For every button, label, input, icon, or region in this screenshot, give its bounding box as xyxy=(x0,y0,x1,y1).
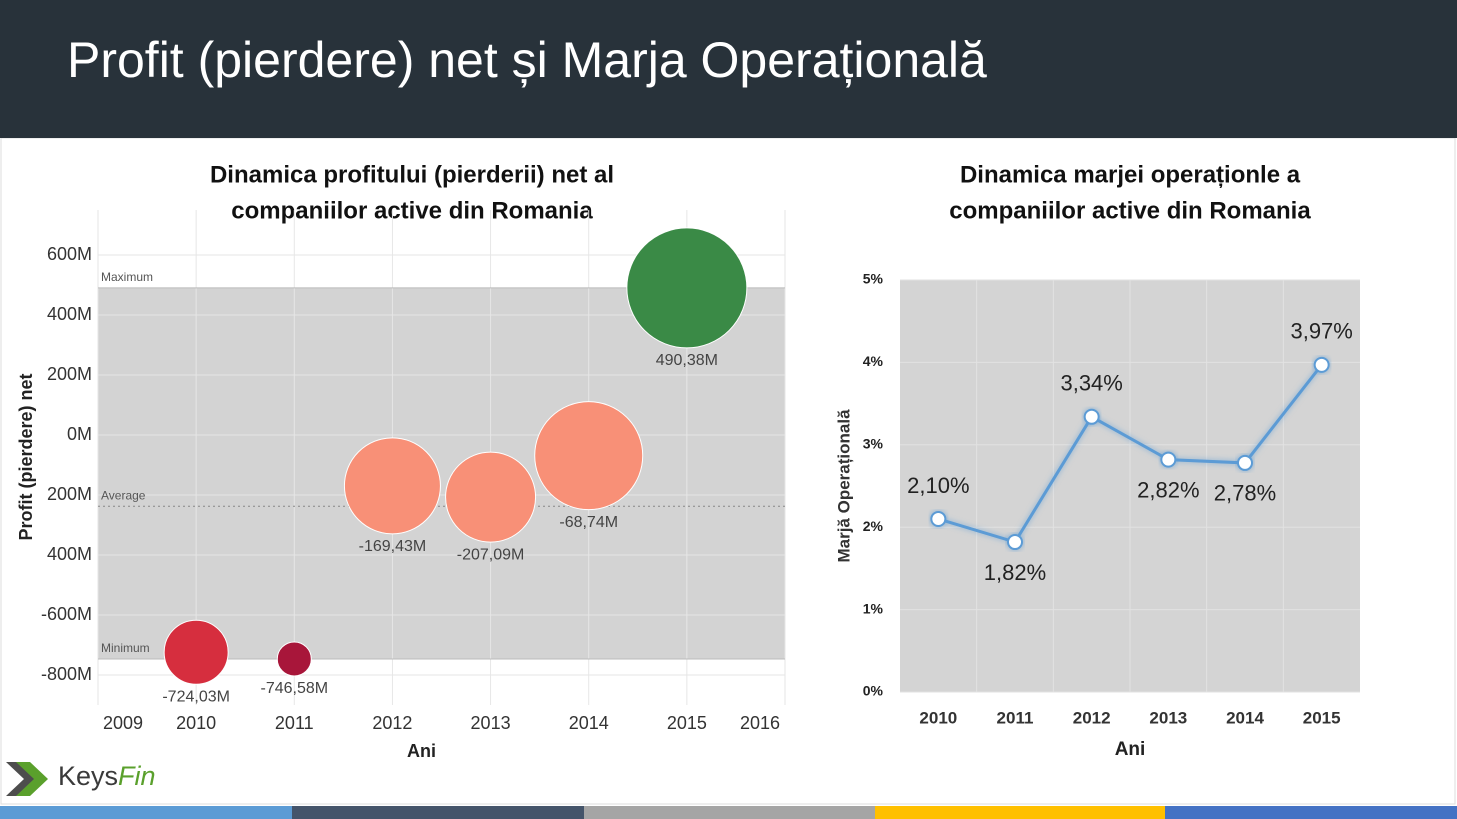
bubble xyxy=(163,619,229,685)
data-label: -68,74M xyxy=(559,514,618,531)
y-axis-title: Profit (pierdere) net xyxy=(16,373,36,540)
header-bar xyxy=(0,0,1457,138)
y-tick-label: -600M xyxy=(41,604,92,624)
x-tick-label: 2010 xyxy=(919,708,957,727)
x-tick-label: 2013 xyxy=(1149,708,1187,727)
data-label: 3,97% xyxy=(1290,319,1352,344)
x-tick-label: 2013 xyxy=(471,713,511,733)
reference-label: Minimum xyxy=(101,641,150,655)
chart-title: companiilor active din Romania xyxy=(231,197,593,224)
x-tick-label: 2010 xyxy=(176,713,216,733)
y-tick-label: 400M xyxy=(47,304,92,324)
y-tick-label: 200M xyxy=(47,364,92,384)
reference-band xyxy=(98,287,785,659)
y-tick-label: 2% xyxy=(863,518,884,534)
chart-title: Dinamica profitului (pierderii) net al xyxy=(210,161,614,188)
logo-part: Fin xyxy=(118,761,156,791)
y-tick-label: 3% xyxy=(863,436,884,452)
y-tick-label: 200M xyxy=(47,484,92,504)
x-tick-label: 2015 xyxy=(667,713,707,733)
data-label: -207,09M xyxy=(457,546,525,563)
data-label: -724,03M xyxy=(162,688,230,705)
reference-label: Maximum xyxy=(101,270,153,284)
footer-bar xyxy=(1165,806,1457,819)
footer-bars xyxy=(0,806,1457,819)
y-tick-label: 1% xyxy=(863,600,884,616)
y-tick-label: -800M xyxy=(41,664,92,684)
logo: KeysFin xyxy=(6,761,156,796)
y-tick-label: 4% xyxy=(863,353,884,369)
logo-part: Keys xyxy=(58,761,118,791)
line-marker xyxy=(1237,454,1253,471)
header-title: Profit (pierdere) net și Marja Operațion… xyxy=(67,32,987,88)
logo-text: KeysFin xyxy=(58,761,156,791)
footer-bar xyxy=(292,806,584,819)
y-tick-label: 400M xyxy=(47,544,92,564)
y-tick-label: 600M xyxy=(47,244,92,264)
data-label: 490,38M xyxy=(656,352,718,369)
line-marker xyxy=(1313,356,1330,373)
data-label: 2,82% xyxy=(1137,477,1199,502)
reference-label: Average xyxy=(101,488,146,502)
data-label: 2,78% xyxy=(1214,481,1276,506)
bubble xyxy=(626,227,748,349)
data-label: -169,43M xyxy=(359,538,427,555)
bubble xyxy=(445,451,537,543)
line-marker xyxy=(1007,534,1023,551)
y-tick-label: 5% xyxy=(863,271,884,287)
line-marker xyxy=(1083,408,1100,425)
charts: Dinamica profitului (pierderii) net al co… xyxy=(16,161,1360,761)
x-tick-label: 2012 xyxy=(372,713,412,733)
x-tick-label: 2009 xyxy=(103,713,143,733)
x-tick-label: 2015 xyxy=(1303,708,1341,727)
x-tick-label: 2016 xyxy=(740,713,780,733)
x-tick-label: 2012 xyxy=(1073,708,1111,727)
footer-bar xyxy=(875,806,1165,819)
line-marker xyxy=(1160,451,1177,468)
data-label: 1,82% xyxy=(984,560,1046,585)
chart-title: companiilor active din Romania xyxy=(949,197,1311,224)
x-axis-title: Ani xyxy=(407,741,436,761)
y-tick-label: 0% xyxy=(863,683,884,699)
footer-bar xyxy=(0,806,292,819)
x-axis-title: Ani xyxy=(1115,739,1146,760)
x-tick-label: 2011 xyxy=(275,713,314,733)
footer-bar xyxy=(584,806,875,819)
bubble xyxy=(534,401,644,511)
bubble xyxy=(276,641,312,677)
line-series xyxy=(937,363,1323,544)
logo-mark xyxy=(16,762,48,796)
x-tick-label: 2011 xyxy=(997,708,1034,727)
chart-title: Dinamica marjei operaționle a xyxy=(960,161,1301,188)
x-tick-label: 2014 xyxy=(569,713,609,733)
y-tick-label: 0M xyxy=(67,424,92,444)
line-marker xyxy=(930,510,947,527)
data-label: 3,34% xyxy=(1060,371,1122,396)
x-tick-label: 2014 xyxy=(1226,708,1264,727)
data-label: 2,10% xyxy=(907,473,969,498)
data-label: -746,58M xyxy=(260,680,328,697)
y-axis-title: Marjă Operațională xyxy=(834,409,853,563)
bubble xyxy=(343,437,441,535)
